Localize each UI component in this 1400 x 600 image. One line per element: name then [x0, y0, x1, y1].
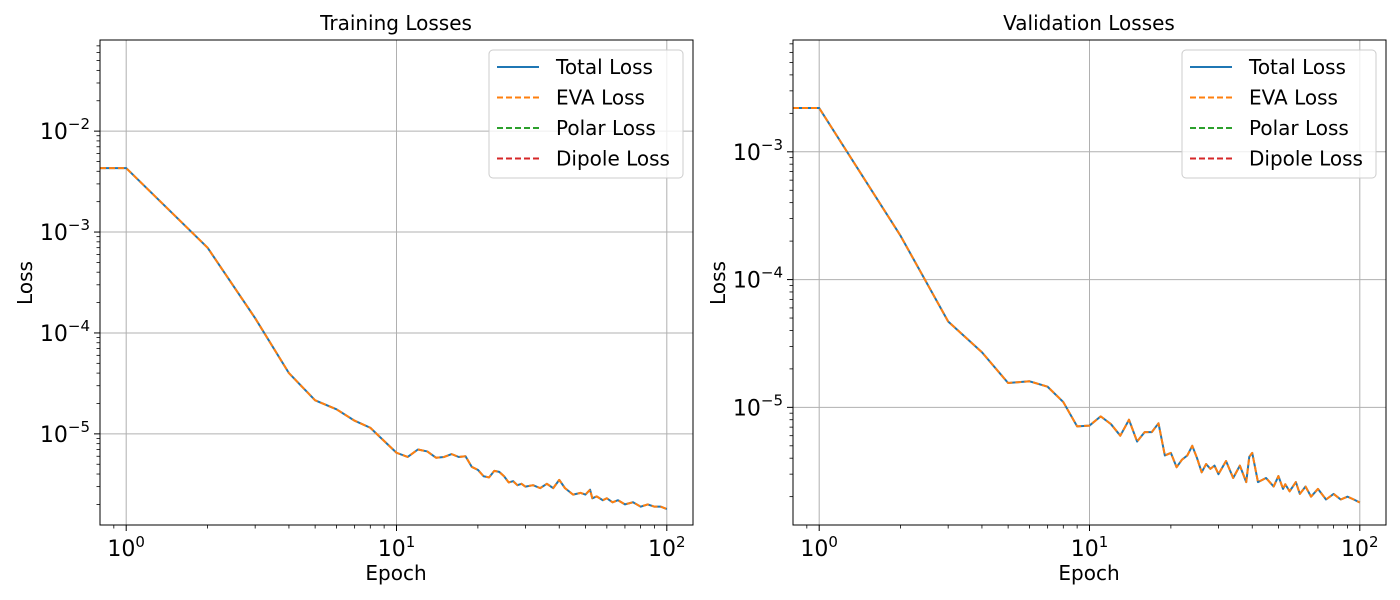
- legend-box: [488, 49, 684, 179]
- plot-area: [793, 107, 1361, 504]
- y-tick-label: 10−5: [733, 391, 783, 421]
- chart-training-losses: Training Losses 100 101 102 10−210−310−410…: [13, 11, 694, 585]
- legend-label: Polar Loss: [556, 116, 656, 140]
- y-axis-label: Loss: [706, 261, 730, 305]
- y-tick-label: 10−4: [733, 264, 783, 294]
- y-tick-label: 10−3: [40, 216, 90, 246]
- x-tick-label: 101: [1071, 533, 1109, 562]
- x-ticks: 100 101 102: [107, 525, 686, 562]
- legend: Total Loss EVA Loss Polar Loss Dipole Loss: [488, 49, 684, 179]
- series-line-eva-loss: [100, 167, 668, 510]
- legend-label: Dipole Loss: [1249, 147, 1363, 171]
- x-axis-label: Epoch: [1058, 561, 1119, 585]
- y-ticks: 10−3 10−4 10−5: [733, 43, 793, 498]
- legend-label: Dipole Loss: [556, 147, 670, 171]
- y-tick-label: 10−3: [733, 136, 783, 166]
- y-tick-label: 10−2: [40, 115, 90, 145]
- legend-label: EVA Loss: [1249, 86, 1338, 110]
- y-tick-label: 10−4: [40, 317, 90, 347]
- legend-label: Total Loss: [1248, 55, 1346, 79]
- chart-title: Training Losses: [319, 11, 472, 35]
- y-ticks: 10−2 10−3 10−4 10−5: [40, 45, 100, 505]
- chart-title: Validation Losses: [1003, 11, 1175, 35]
- x-axis-label: Epoch: [365, 561, 426, 585]
- x-tick-label: 102: [1341, 533, 1379, 562]
- legend-label: Total Loss: [555, 55, 653, 79]
- x-tick-label: 100: [107, 533, 145, 562]
- y-tick-label: 10−5: [40, 418, 90, 448]
- plot-area: [100, 167, 668, 510]
- legend-box: [1181, 49, 1377, 179]
- y-axis-label: Loss: [13, 261, 37, 305]
- x-tick-label: 101: [378, 533, 416, 562]
- chart-validation-losses: Validation Losses 100 101 102 10−3 10−4 10−5…: [706, 11, 1387, 585]
- series-line-eva-loss: [793, 107, 1361, 504]
- x-tick-label: 102: [648, 533, 686, 562]
- x-tick-label: 100: [800, 533, 838, 562]
- legend: Total Loss EVA Loss Polar Loss Dipole Loss: [1181, 49, 1377, 179]
- x-ticks: 100 101 102: [800, 525, 1379, 562]
- legend-label: Polar Loss: [1249, 116, 1349, 140]
- legend-label: EVA Loss: [556, 86, 645, 110]
